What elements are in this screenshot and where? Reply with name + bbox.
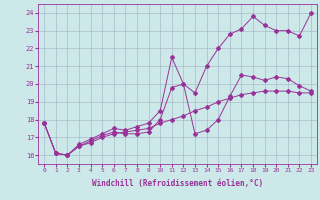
X-axis label: Windchill (Refroidissement éolien,°C): Windchill (Refroidissement éolien,°C) (92, 179, 263, 188)
